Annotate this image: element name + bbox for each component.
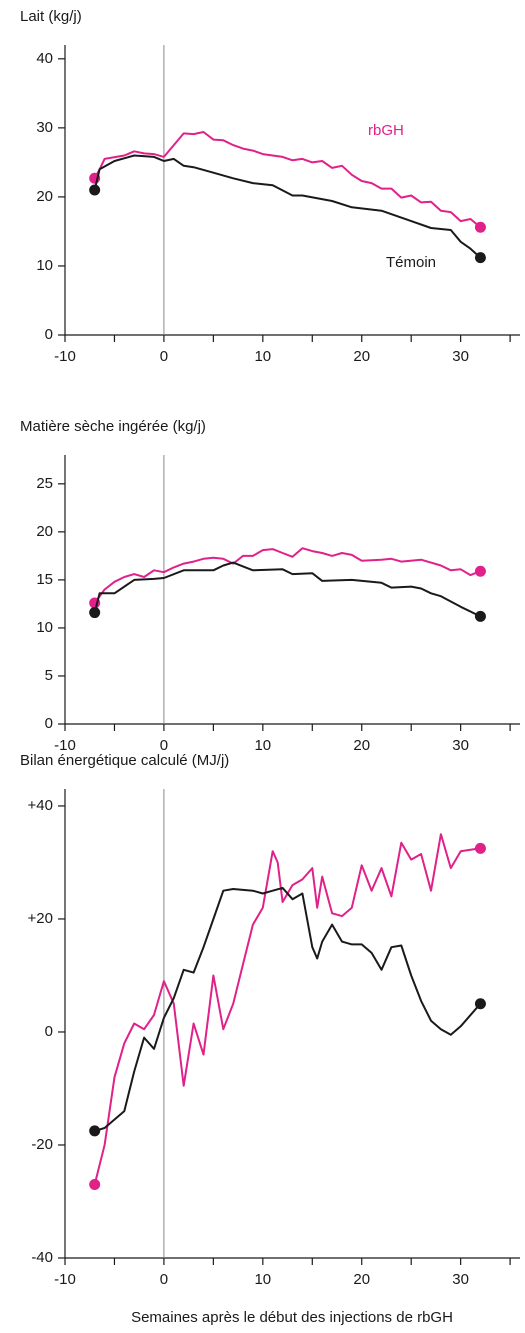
x-tick-label: 30	[452, 1271, 469, 1288]
y-tick-label: -20	[31, 1136, 53, 1153]
y-tick-label: 15	[36, 571, 53, 588]
series-label: rbGH	[368, 122, 404, 139]
y-tick-label: 0	[45, 1023, 53, 1040]
x-tick-label: 20	[353, 348, 370, 365]
end-point	[474, 565, 486, 577]
x-tick-label: 20	[353, 737, 370, 754]
x-tick-label: -10	[54, 1271, 76, 1288]
series-line	[93, 154, 482, 259]
x-tick-label: 0	[160, 348, 168, 365]
series-line	[93, 547, 481, 604]
x-tick-label: 0	[160, 737, 168, 754]
series-label: Témoin	[386, 254, 436, 271]
x-tick-label: 0	[160, 1271, 168, 1288]
y-tick-label: 5	[45, 667, 53, 684]
chart-title: Lait (kg/j)	[20, 8, 82, 25]
y-tick-label: 10	[36, 257, 53, 274]
end-point	[89, 1125, 101, 1137]
x-tick-label: 10	[254, 348, 271, 365]
y-tick-label: +20	[28, 910, 53, 927]
x-tick-label: -10	[54, 737, 76, 754]
y-tick-label: 0	[45, 715, 53, 732]
end-point	[474, 252, 486, 264]
series-line	[93, 561, 481, 618]
chart-title: Matière sèche ingérée (kg/j)	[20, 418, 206, 435]
x-tick-label: 30	[452, 737, 469, 754]
x-tick-label: 10	[254, 1271, 271, 1288]
y-tick-label: 10	[36, 619, 53, 636]
y-tick-label: 20	[36, 523, 53, 540]
y-tick-label: 30	[36, 119, 53, 136]
series-line	[93, 131, 482, 229]
x-tick-label: 30	[452, 348, 469, 365]
y-tick-label: -40	[31, 1249, 53, 1266]
end-point	[89, 184, 101, 196]
series-line	[93, 833, 481, 1185]
y-tick-label: +40	[28, 797, 53, 814]
x-tick-label: 10	[254, 737, 271, 754]
y-tick-label: 40	[36, 50, 53, 67]
y-tick-label: 25	[36, 475, 53, 492]
end-point	[89, 607, 101, 619]
end-point	[474, 998, 486, 1010]
y-tick-label: 0	[45, 326, 53, 343]
end-point	[474, 610, 486, 622]
end-point	[89, 1179, 101, 1191]
x-axis-label: Semaines après le début des injections d…	[131, 1309, 453, 1326]
x-tick-label: 20	[353, 1271, 370, 1288]
end-point	[474, 842, 486, 854]
chart-title: Bilan énergétique calculé (MJ/j)	[20, 752, 229, 769]
end-point	[474, 221, 486, 233]
x-tick-label: -10	[54, 348, 76, 365]
y-tick-label: 20	[36, 188, 53, 205]
series-line	[94, 886, 482, 1132]
